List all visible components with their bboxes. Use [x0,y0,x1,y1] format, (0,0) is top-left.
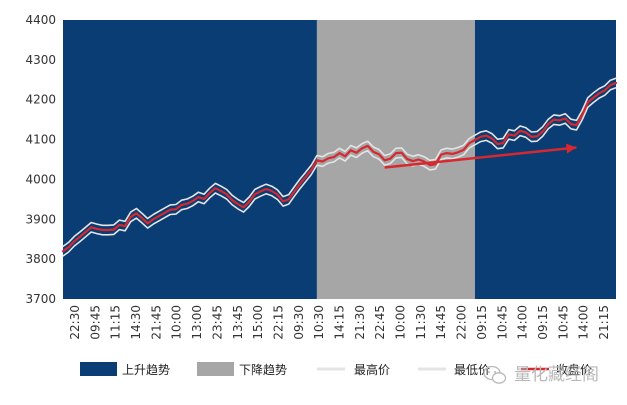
x-tick-label: 22:15 [271,305,285,340]
x-tick-label: 14:45 [434,305,448,340]
series-line-0 [62,77,617,248]
y-tick-label: 4200 [25,93,56,107]
x-tick-label: 21:30 [353,305,367,340]
x-tick-label: 10:00 [170,305,184,340]
regime-band-2 [474,20,616,299]
watermark-text: 量化藏经阁 [514,365,599,385]
y-tick-label: 3700 [25,292,56,306]
legend-label-3: 最低价 [454,363,490,377]
y-tick-label: 4000 [25,172,56,186]
y-tick-label: 4100 [25,133,56,147]
x-tick-label: 10:45 [556,305,570,340]
x-tick-label: 21:45 [149,305,163,340]
x-tick-label: 10:30 [312,305,326,340]
x-tick-label: 09:30 [292,305,306,340]
x-tick-label: 14:00 [516,305,530,340]
legend-label-4: 收盘价 [556,362,592,377]
legend-label-1: 下降趋势 [239,363,287,377]
y-tick-label: 3900 [25,212,56,226]
legend-swatch-0 [80,362,117,376]
x-tick-label: 09:45 [88,305,102,340]
legend-label-0: 上升趋势 [122,363,170,377]
legend-swatch-1 [197,362,234,376]
x-tick-label: 13:00 [190,305,204,340]
x-tick-label: 23:45 [210,305,224,340]
x-tick-label: 15:00 [251,305,265,340]
x-tick-label: 09:15 [536,305,550,340]
regime-band-0 [63,20,317,299]
trend-arrow-shaft [384,146,577,169]
x-tick-label: 09:15 [475,305,489,340]
x-tick-label: 22:45 [373,305,387,340]
x-tick-label: 14:30 [129,305,143,340]
x-tick-label: 11:30 [414,305,428,340]
y-tick-label: 4300 [25,53,56,67]
legend-label-2: 最高价 [354,362,390,377]
x-tick-label: 22:30 [68,305,82,340]
x-tick-label: 11:15 [109,305,123,340]
watermark: 量化藏经阁 [483,365,599,385]
x-tick-label: 21:15 [597,305,611,340]
x-tick-label: 22:00 [455,305,469,340]
series-line-1 [62,87,617,257]
series-line-2 [61,81,618,253]
wechat-icon [483,365,507,384]
trend-arrow-head [566,143,577,154]
x-tick-label: 14:15 [333,305,347,340]
x-tick-label: 10:45 [495,305,509,340]
y-tick-label: 4400 [25,13,56,27]
y-tick-label: 3800 [25,252,56,266]
x-tick-label: 14:00 [577,305,591,340]
x-tick-label: 13:45 [231,305,245,340]
x-tick-label: 10:00 [394,305,408,340]
